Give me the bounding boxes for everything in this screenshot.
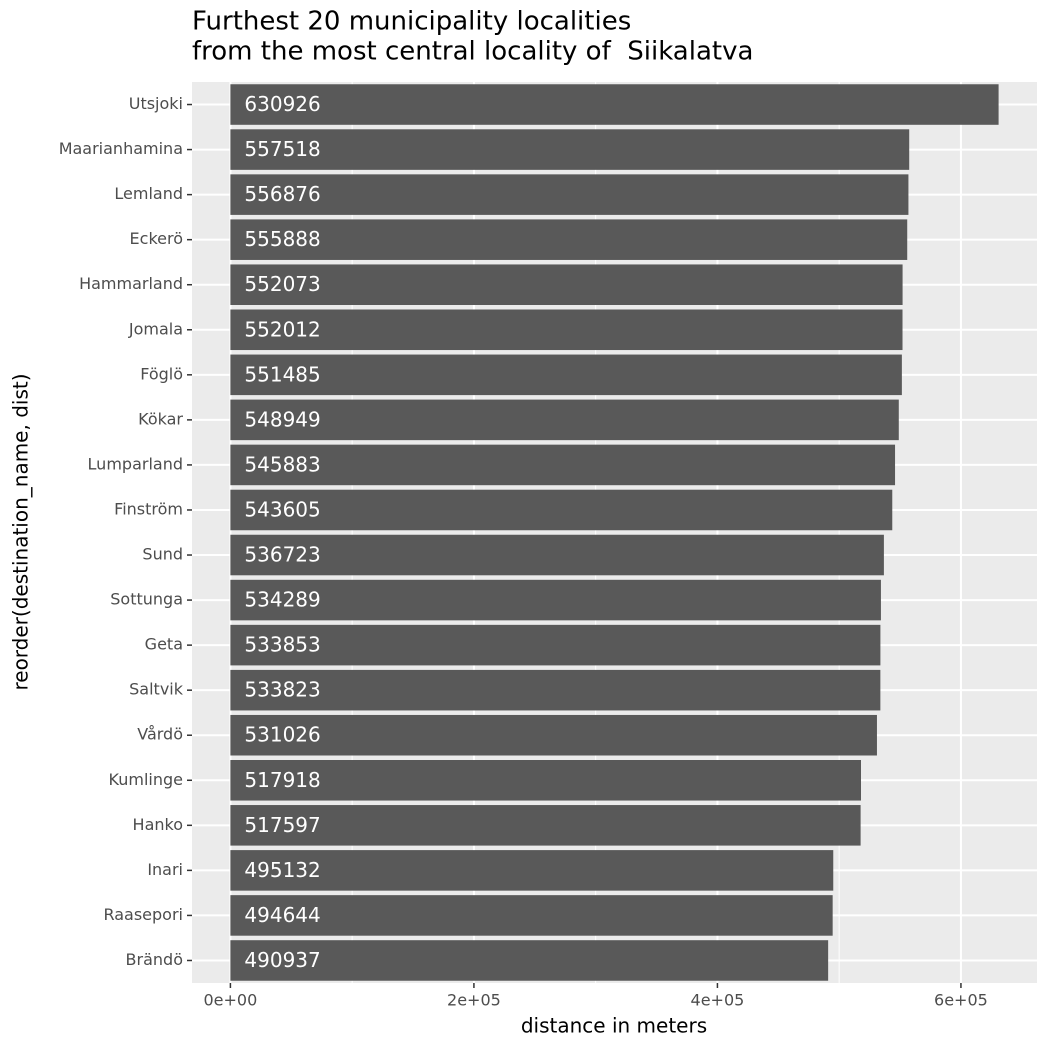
- y-tick-label: Föglö: [140, 364, 183, 383]
- bar: [230, 669, 881, 711]
- y-tick-label: Brändö: [126, 950, 183, 969]
- x-tick-label: 4e+05: [691, 991, 745, 1010]
- y-tick-label: Sottunga: [110, 590, 183, 609]
- bar: [230, 219, 908, 260]
- y-tick-label: Utsjoki: [129, 94, 183, 113]
- bar: [230, 309, 903, 351]
- x-tick-label: 6e+05: [934, 991, 988, 1010]
- value-label: 494644: [244, 903, 320, 927]
- bar: [230, 534, 884, 576]
- bar: [230, 264, 903, 305]
- value-label: 552012: [244, 317, 320, 341]
- y-tick-label: Lumparland: [88, 454, 183, 473]
- value-label: 556876: [244, 182, 320, 206]
- y-tick-label: Geta: [145, 635, 183, 654]
- value-label: 495132: [244, 858, 320, 882]
- value-label: 536723: [244, 543, 320, 567]
- y-tick-label: Hammarland: [79, 274, 183, 293]
- bar: [230, 84, 999, 125]
- panel-background: [192, 82, 1037, 983]
- value-label: 490937: [244, 948, 320, 972]
- bar: [230, 714, 877, 756]
- bar: [230, 489, 893, 531]
- value-label: 630926: [244, 92, 320, 116]
- bar: [230, 579, 881, 621]
- y-axis-title: reorder(destination_name, dist): [9, 373, 33, 690]
- chart-title: Furthest 20 municipality localities: [192, 7, 631, 37]
- value-label: 545883: [244, 452, 320, 476]
- bar: [230, 895, 833, 936]
- bar: [230, 354, 902, 396]
- value-label: 517597: [244, 813, 320, 837]
- value-label: 551485: [244, 362, 320, 386]
- bar: [230, 760, 861, 801]
- value-label: 555888: [244, 227, 320, 251]
- x-axis-title: distance in meters: [521, 1014, 707, 1038]
- bar: [230, 174, 909, 215]
- value-label: 543605: [244, 497, 320, 521]
- value-label: 534289: [244, 588, 320, 612]
- bar: [230, 129, 910, 170]
- y-tick-label: Jomala: [128, 319, 183, 338]
- value-label: 548949: [244, 407, 320, 431]
- y-tick-label: Maarianhamina: [59, 139, 183, 158]
- value-label: 517918: [244, 768, 320, 792]
- value-label: 557518: [244, 137, 320, 161]
- y-tick-label: Sund: [142, 545, 183, 564]
- chart-title: from the most central locality of Siikal…: [192, 37, 753, 67]
- x-tick-label: 2e+05: [447, 991, 501, 1010]
- bar: [230, 444, 896, 486]
- bar: [230, 399, 899, 441]
- y-tick-label: Raasepori: [103, 905, 183, 924]
- bar: [230, 624, 881, 666]
- bar: [230, 805, 861, 846]
- y-tick-label: Kumlinge: [109, 770, 183, 789]
- y-tick-label: Eckerö: [130, 229, 183, 248]
- y-tick-label: Hanko: [133, 815, 183, 834]
- y-tick-label: Vårdö: [137, 725, 183, 744]
- value-label: 552073: [244, 272, 320, 296]
- bar: [230, 850, 834, 891]
- y-tick-label: Lemland: [114, 184, 183, 203]
- value-label: 533823: [244, 678, 320, 702]
- y-tick-label: Kökar: [138, 409, 183, 428]
- x-tick-label: 0e+00: [204, 991, 258, 1010]
- y-tick-label: Finström: [114, 499, 183, 518]
- bar: [230, 940, 829, 981]
- y-tick-label: Saltvik: [129, 680, 184, 699]
- value-label: 533853: [244, 633, 320, 657]
- y-tick-label: Inari: [147, 860, 183, 879]
- value-label: 531026: [244, 723, 320, 747]
